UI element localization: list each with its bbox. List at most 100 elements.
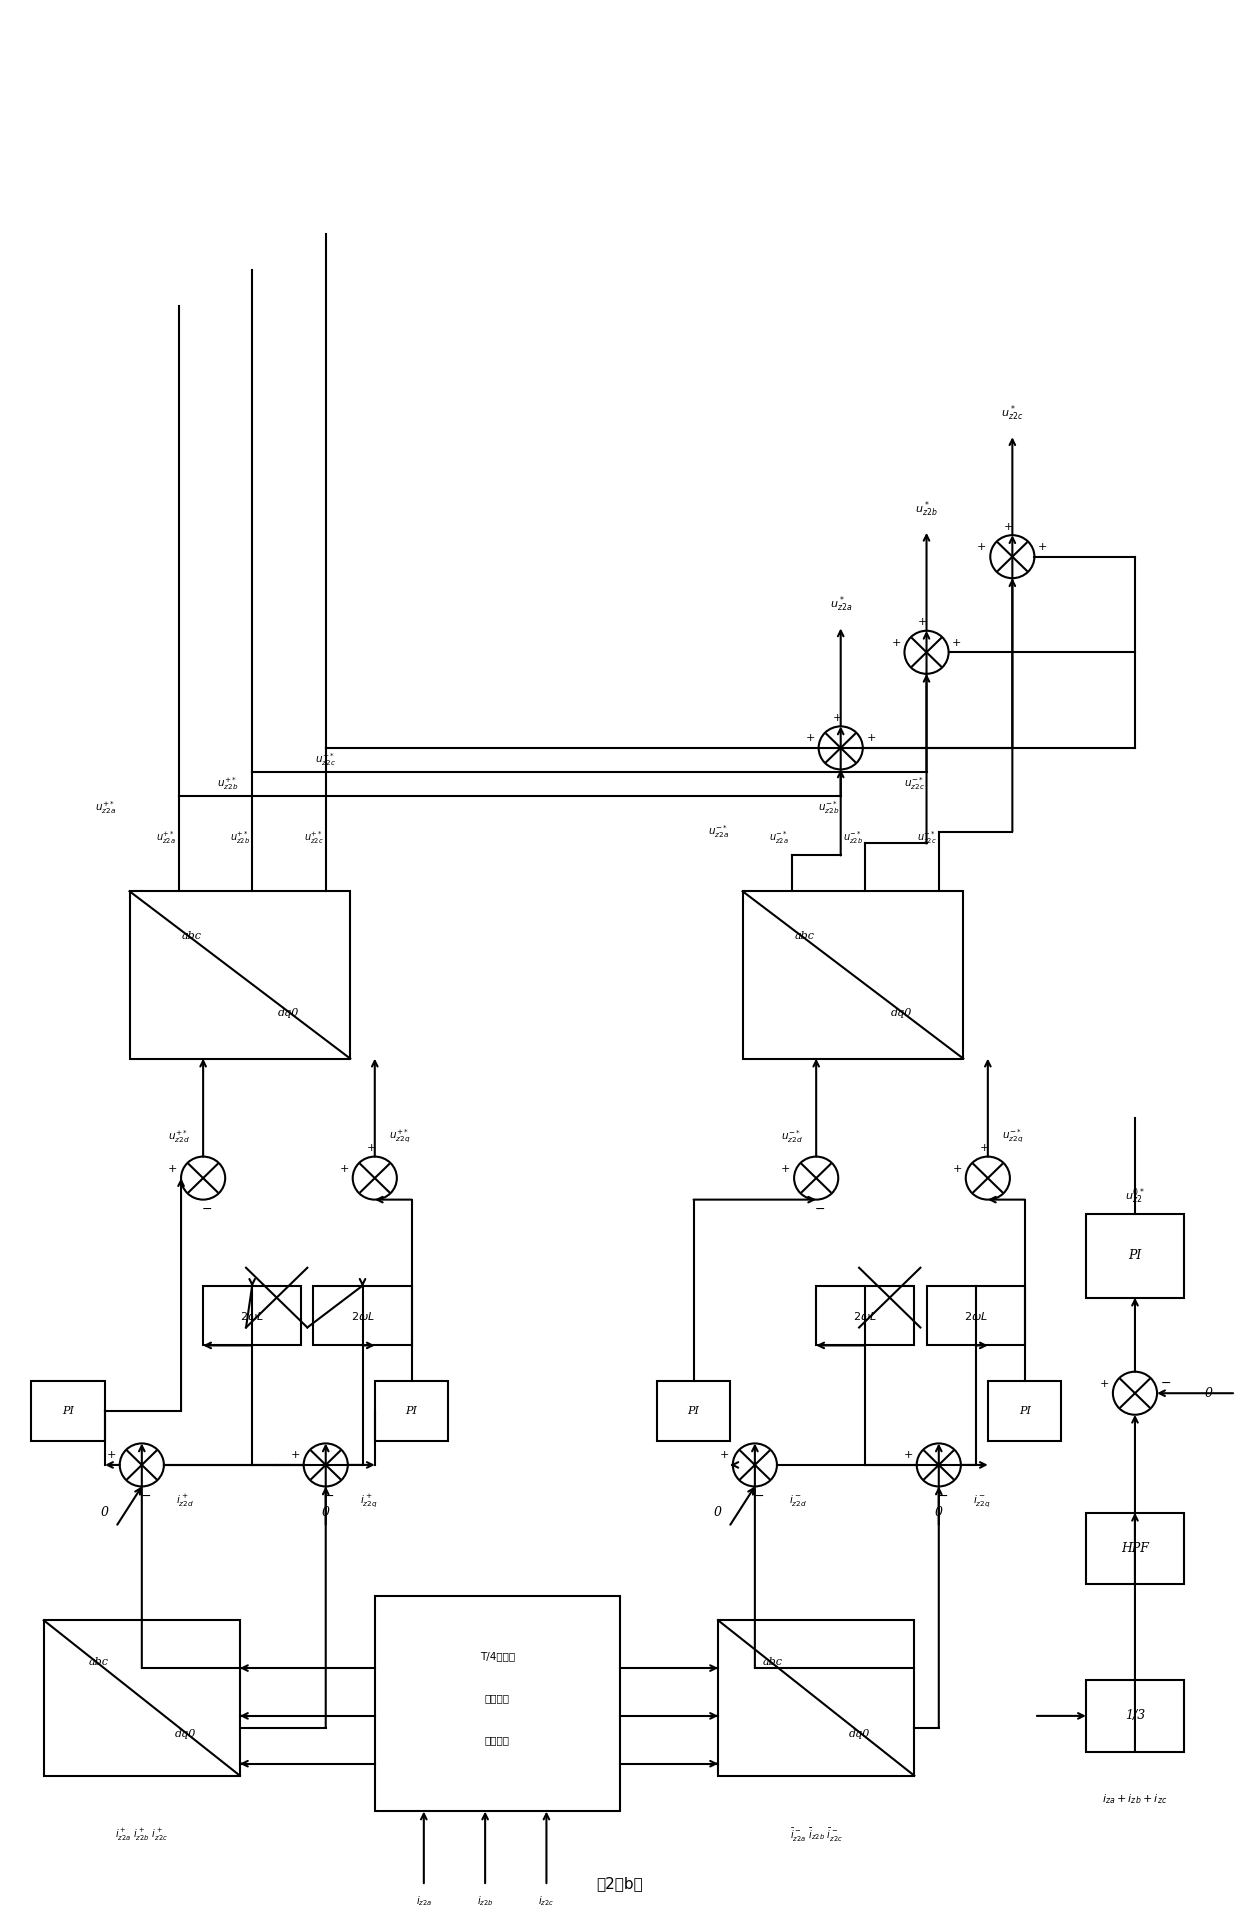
Text: +: +: [980, 1142, 988, 1154]
Text: −: −: [754, 1491, 764, 1502]
Text: $u^{+*}_{z2a}$: $u^{+*}_{z2a}$: [156, 828, 176, 846]
Text: −: −: [1161, 1377, 1172, 1391]
Text: HPF: HPF: [1121, 1543, 1149, 1554]
Text: $u^{+*}_{z2a}$: $u^{+*}_{z2a}$: [94, 799, 115, 817]
Text: +: +: [952, 1163, 962, 1173]
Text: 图2（b）: 图2（b）: [596, 1876, 644, 1891]
Text: +: +: [290, 1450, 300, 1460]
Text: $u^{-*}_{z2b}$: $u^{-*}_{z2b}$: [843, 828, 863, 846]
Text: +: +: [107, 1450, 117, 1460]
Text: $u_{z2c}^{+*}$: $u_{z2c}^{+*}$: [304, 828, 324, 846]
Text: −: −: [202, 1204, 212, 1215]
Text: 0: 0: [100, 1506, 109, 1520]
Text: $u^{-*}_{z2c}$: $u^{-*}_{z2c}$: [916, 828, 936, 846]
Text: 算提取正: 算提取正: [485, 1693, 510, 1703]
Text: $u^{-*}_{z2d}$: $u^{-*}_{z2d}$: [781, 1129, 802, 1144]
Text: $u^*_{z2a}$: $u^*_{z2a}$: [830, 595, 852, 614]
Text: $2\omega L$: $2\omega L$: [853, 1310, 877, 1321]
Bar: [1086, 1679, 1184, 1753]
Text: +: +: [806, 734, 815, 743]
Bar: [988, 1381, 1061, 1441]
Text: +: +: [977, 541, 987, 553]
Text: abc: abc: [763, 1656, 782, 1668]
Text: PI: PI: [62, 1406, 74, 1416]
Text: 0: 0: [321, 1506, 330, 1520]
Bar: [31, 1381, 105, 1441]
Bar: [129, 892, 350, 1059]
Text: $u^{-*}_{z2a}$: $u^{-*}_{z2a}$: [770, 828, 790, 846]
Bar: [743, 892, 963, 1059]
Text: PI: PI: [1128, 1250, 1142, 1262]
Text: $2\omega L$: $2\omega L$: [241, 1310, 264, 1321]
Text: $u^{+*}_{z2q}$: $u^{+*}_{z2q}$: [388, 1127, 410, 1144]
Text: +: +: [867, 734, 875, 743]
Text: +: +: [1038, 541, 1048, 553]
Text: dq0: dq0: [890, 1009, 913, 1019]
Bar: [374, 1597, 620, 1812]
Text: $u^*_{z2c}$: $u^*_{z2c}$: [1001, 403, 1023, 424]
Bar: [374, 1381, 449, 1441]
Text: +: +: [952, 638, 962, 647]
Text: 1/3: 1/3: [1125, 1710, 1145, 1722]
Text: $u^{-*}_{z2c}$: $u^{-*}_{z2c}$: [904, 776, 925, 792]
Text: abc: abc: [88, 1656, 109, 1668]
Bar: [657, 1381, 730, 1441]
Text: −: −: [324, 1491, 335, 1502]
Text: PI: PI: [688, 1406, 699, 1416]
Text: +: +: [340, 1163, 348, 1173]
Text: abc: abc: [181, 932, 201, 942]
Text: $u^{-*}_{z2q}$: $u^{-*}_{z2q}$: [1002, 1127, 1023, 1144]
Text: $i_{z2b}$: $i_{z2b}$: [477, 1895, 494, 1909]
Text: dq0: dq0: [175, 1730, 196, 1739]
Text: PI: PI: [405, 1406, 418, 1416]
Bar: [816, 1287, 914, 1346]
Bar: [1086, 1512, 1184, 1585]
Text: $u_{z2b}^{+*}$: $u_{z2b}^{+*}$: [229, 828, 250, 846]
Text: $i_{z2a}$: $i_{z2a}$: [415, 1895, 432, 1909]
Text: +: +: [1100, 1379, 1110, 1389]
Text: $u^{+*}_{z2b}$: $u^{+*}_{z2b}$: [217, 776, 238, 792]
Text: $u_{z2}^{0*}$: $u_{z2}^{0*}$: [1125, 1186, 1145, 1206]
Bar: [314, 1287, 412, 1346]
Bar: [1086, 1213, 1184, 1298]
Text: $u^{-*}_{z2b}$: $u^{-*}_{z2b}$: [818, 799, 839, 817]
Text: 负序分量: 负序分量: [485, 1735, 510, 1745]
Bar: [926, 1287, 1024, 1346]
Text: $i^-_{z2q}$: $i^-_{z2q}$: [973, 1493, 991, 1508]
Text: $\bar{i}^-_{z2a}\ \bar{i}_{z2b}\ \bar{i}^-_{z2c}$: $\bar{i}^-_{z2a}\ \bar{i}_{z2b}\ \bar{i}…: [790, 1828, 843, 1843]
Text: T/4延时计: T/4延时计: [480, 1651, 515, 1660]
Text: $i_{za}+i_{zb}+i_{zc}$: $i_{za}+i_{zb}+i_{zc}$: [1102, 1793, 1168, 1807]
Text: $i^-_{z2d}$: $i^-_{z2d}$: [789, 1493, 807, 1508]
Text: 0: 0: [1204, 1387, 1213, 1400]
Text: $i^+_{z2q}$: $i^+_{z2q}$: [360, 1493, 377, 1510]
Text: PI: PI: [1019, 1406, 1030, 1416]
Text: 0: 0: [935, 1506, 942, 1520]
Text: +: +: [719, 1450, 729, 1460]
Text: $2\omega L$: $2\omega L$: [963, 1310, 987, 1321]
Text: +: +: [904, 1450, 913, 1460]
Text: +: +: [1004, 522, 1013, 532]
Text: −: −: [815, 1204, 825, 1215]
Text: $u^{+*}_{z2c}$: $u^{+*}_{z2c}$: [315, 751, 336, 768]
Text: $u^{+*}_{z2d}$: $u^{+*}_{z2d}$: [167, 1129, 190, 1144]
Text: dq0: dq0: [278, 1009, 299, 1019]
Text: $i^+_{z2a}\ i^+_{z2b}\ i^+_{z2c}$: $i^+_{z2a}\ i^+_{z2b}\ i^+_{z2c}$: [115, 1828, 169, 1843]
Bar: [718, 1620, 914, 1776]
Text: $u^{-*}_{z2a}$: $u^{-*}_{z2a}$: [708, 822, 729, 840]
Text: $u^*_{z2b}$: $u^*_{z2b}$: [915, 499, 937, 518]
Bar: [203, 1287, 301, 1346]
Text: +: +: [366, 1142, 376, 1154]
Text: $i_{z2c}$: $i_{z2c}$: [538, 1895, 554, 1909]
Text: dq0: dq0: [848, 1730, 870, 1739]
Text: +: +: [167, 1163, 177, 1173]
Text: −: −: [937, 1491, 947, 1502]
Bar: [43, 1620, 239, 1776]
Text: abc: abc: [795, 932, 815, 942]
Text: +: +: [892, 638, 900, 647]
Text: +: +: [918, 616, 928, 628]
Text: 0: 0: [714, 1506, 722, 1520]
Text: $2\omega L$: $2\omega L$: [351, 1310, 374, 1321]
Text: +: +: [781, 1163, 790, 1173]
Text: $i^+_{z2d}$: $i^+_{z2d}$: [176, 1493, 193, 1508]
Text: +: +: [832, 713, 842, 722]
